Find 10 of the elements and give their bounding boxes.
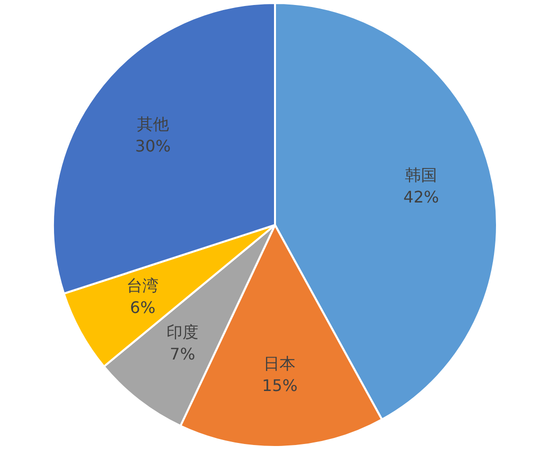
data-label: 30% [135,136,171,156]
data-label: 42% [403,188,439,207]
data-label: 6% [130,298,156,317]
data-label: 15% [262,376,298,396]
slice-label: 台湾 [126,276,159,295]
slice-label: 印度 [166,322,198,342]
data-label: 7% [170,344,196,364]
slice-label: 韩国 [405,166,438,185]
slice-label: 其他 [136,114,169,134]
slice-label: 日本 [264,354,296,374]
